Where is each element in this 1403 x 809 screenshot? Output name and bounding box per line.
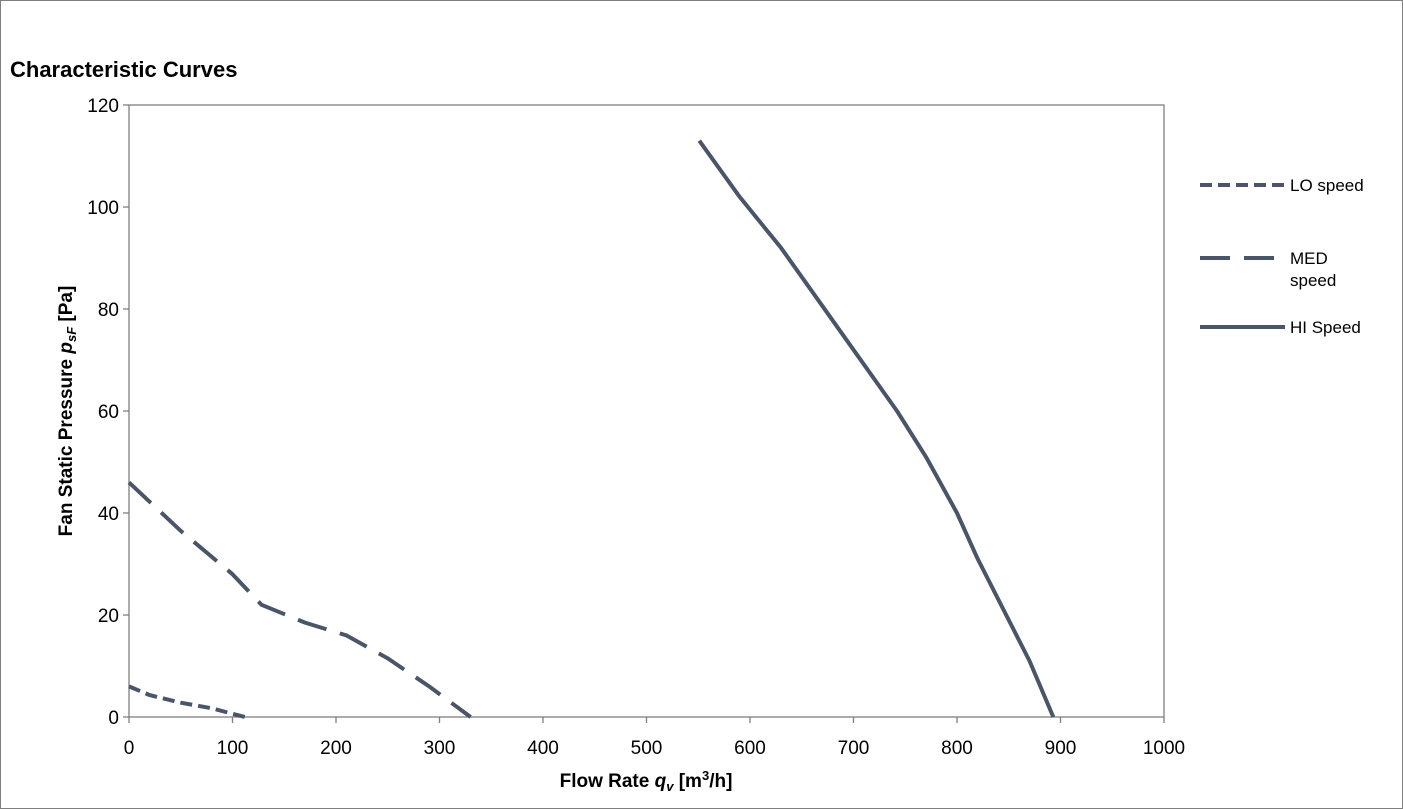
y-tick-label: 40 bbox=[98, 504, 119, 525]
x-tick-label: 800 bbox=[941, 738, 973, 759]
x-axis-ticks: 0 100 200 300 400 500 600 700 800 900 1000 bbox=[124, 717, 1185, 759]
series-line-lo bbox=[128, 684, 246, 719]
x-tick-label: 200 bbox=[320, 738, 352, 759]
series-lines bbox=[127, 139, 1056, 719]
y-tick-label: 100 bbox=[87, 198, 119, 219]
x-tick-label: 1000 bbox=[1143, 738, 1185, 759]
legend-label-med-line1: MED bbox=[1290, 249, 1328, 268]
series-line-med bbox=[127, 480, 472, 719]
y-tick-label: 60 bbox=[98, 402, 119, 423]
chart-title: Characteristic Curves bbox=[10, 57, 237, 82]
y-tick-label: 120 bbox=[87, 96, 119, 117]
y-tick-label: 0 bbox=[108, 708, 119, 729]
plot-area bbox=[128, 104, 1165, 718]
x-axis-label: Flow Rate qv [m3/h] bbox=[560, 768, 733, 794]
x-tick-label: 300 bbox=[424, 738, 456, 759]
x-tick-label: 600 bbox=[734, 738, 766, 759]
x-tick-label: 0 bbox=[124, 738, 135, 759]
y-axis-ticks: 0 20 40 60 80 100 120 bbox=[87, 96, 129, 729]
series-line-hi bbox=[697, 139, 1056, 718]
y-tick-label: 80 bbox=[98, 300, 119, 321]
legend: LO speed MED speed HI Speed bbox=[1200, 176, 1364, 337]
y-tick-label: 20 bbox=[98, 606, 119, 627]
legend-label-med-line2: speed bbox=[1290, 271, 1336, 290]
y-axis-label: Fan Static Pressure psF [Pa] bbox=[56, 286, 79, 537]
legend-label-lo: LO speed bbox=[1290, 176, 1364, 195]
x-tick-label: 700 bbox=[838, 738, 870, 759]
x-tick-label: 100 bbox=[217, 738, 249, 759]
x-tick-label: 400 bbox=[527, 738, 559, 759]
x-tick-label: 500 bbox=[631, 738, 663, 759]
x-tick-label: 900 bbox=[1045, 738, 1077, 759]
legend-label-hi: HI Speed bbox=[1290, 318, 1361, 337]
